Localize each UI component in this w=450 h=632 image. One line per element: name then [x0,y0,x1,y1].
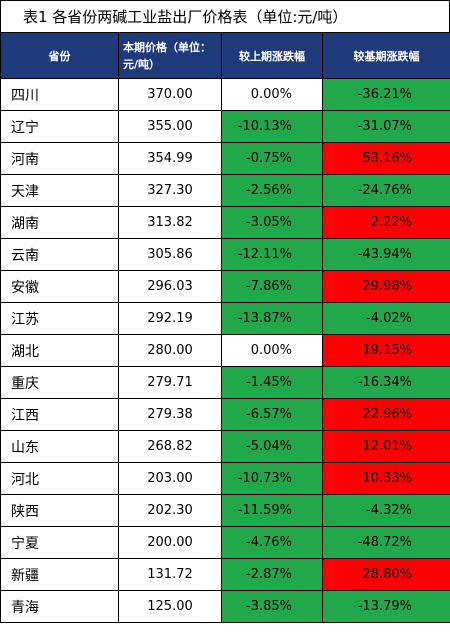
prev-change-cell: 0.00% [221,78,323,111]
table-row: 湖南 313.82 -3.05% 2.22% [0,206,450,239]
prev-change-cell: 0.00% [221,334,323,367]
base-change-cell: -13.79% [322,590,450,623]
table-row: 河南 354.99 -0.75% 53.16% [0,142,450,175]
base-change-cell: -24.76% [322,174,450,207]
price-cell: 327.30 [118,174,222,207]
base-change-cell: 19.15% [322,334,450,367]
table-row: 云南 305.86 -12.11% -43.94% [0,238,450,271]
province-cell: 云南 [0,238,119,271]
header-province: 省份 [0,32,119,79]
prev-change-cell: -1.45% [221,366,323,399]
table-row: 天津 327.30 -2.56% -24.76% [0,174,450,207]
base-change-cell: 22.96% [322,398,450,431]
price-cell: 279.71 [118,366,222,399]
table-row: 陕西 202.30 -11.59% -4.32% [0,494,450,527]
header-base-change: 较基期涨跌幅 [322,32,450,79]
base-change-cell: -36.21% [322,78,450,111]
prev-change-cell: -2.56% [221,174,323,207]
base-change-cell: -48.72% [322,526,450,559]
prev-change-cell: -10.13% [221,110,323,143]
header-row: 省份 本期价格（单位：元/吨） 较上期涨跌幅 较基期涨跌幅 [0,32,450,79]
base-change-cell: -43.94% [322,238,450,271]
table-row: 江西 279.38 -6.57% 22.96% [0,398,450,431]
province-cell: 辽宁 [0,110,119,143]
table-header: 省份 本期价格（单位：元/吨） 较上期涨跌幅 较基期涨跌幅 [0,32,450,79]
table-row: 辽宁 355.00 -10.13% -31.07% [0,110,450,143]
prev-change-cell: -7.86% [221,270,323,303]
prev-change-cell: -3.05% [221,206,323,239]
header-price: 本期价格（单位：元/吨） [118,32,222,79]
province-cell: 山东 [0,430,119,463]
price-cell: 313.82 [118,206,222,239]
price-cell: 203.00 [118,462,222,495]
table-row: 宁夏 200.00 -4.76% -48.72% [0,526,450,559]
table-row: 青海 125.00 -3.85% -13.79% [0,590,450,623]
price-cell: 131.72 [118,558,222,591]
table-row: 安徽 296.03 -7.86% 29.98% [0,270,450,303]
price-cell: 296.03 [118,270,222,303]
prev-change-cell: -2.87% [221,558,323,591]
province-cell: 湖南 [0,206,119,239]
base-change-cell: 53.16% [322,142,450,175]
prev-change-cell: -0.75% [221,142,323,175]
prev-change-cell: -12.11% [221,238,323,271]
table-title: 表1 各省份两碱工业盐出厂价格表（单位:元/吨） [0,0,450,32]
prev-change-cell: -6.57% [221,398,323,431]
table-body: 四川 370.00 0.00% -36.21% 辽宁 355.00 -10.13% -31.0… [0,78,450,623]
province-cell: 湖北 [0,334,119,367]
table-row: 重庆 279.71 -1.45% -16.34% [0,366,450,399]
province-cell: 重庆 [0,366,119,399]
price-table: 省份 本期价格（单位：元/吨） 较上期涨跌幅 较基期涨跌幅 四川 370.00 0.… [0,32,450,623]
price-cell: 279.38 [118,398,222,431]
province-cell: 安徽 [0,270,119,303]
price-cell: 292.19 [118,302,222,335]
base-change-cell: -4.32% [322,494,450,527]
base-change-cell: 10.33% [322,462,450,495]
price-cell: 305.86 [118,238,222,271]
province-cell: 青海 [0,590,119,623]
base-change-cell: 28.80% [322,558,450,591]
province-cell: 江苏 [0,302,119,335]
price-cell: 200.00 [118,526,222,559]
price-cell: 354.99 [118,142,222,175]
province-cell: 陕西 [0,494,119,527]
province-cell: 新疆 [0,558,119,591]
table-row: 四川 370.00 0.00% -36.21% [0,78,450,111]
table-row: 江苏 292.19 -13.87% -4.02% [0,302,450,335]
base-change-cell: -16.34% [322,366,450,399]
province-cell: 宁夏 [0,526,119,559]
prev-change-cell: -13.87% [221,302,323,335]
base-change-cell: 29.98% [322,270,450,303]
prev-change-cell: -4.76% [221,526,323,559]
price-cell: 280.00 [118,334,222,367]
price-cell: 355.00 [118,110,222,143]
base-change-cell: 12.01% [322,430,450,463]
header-prev-change: 较上期涨跌幅 [221,32,323,79]
price-cell: 202.30 [118,494,222,527]
table-row: 新疆 131.72 -2.87% 28.80% [0,558,450,591]
base-change-cell: -4.02% [322,302,450,335]
prev-change-cell: -3.85% [221,590,323,623]
province-cell: 江西 [0,398,119,431]
prev-change-cell: -10.73% [221,462,323,495]
prev-change-cell: -5.04% [221,430,323,463]
province-cell: 河南 [0,142,119,175]
prev-change-cell: -11.59% [221,494,323,527]
price-cell: 125.00 [118,590,222,623]
base-change-cell: -31.07% [322,110,450,143]
province-cell: 四川 [0,78,119,111]
price-cell: 268.82 [118,430,222,463]
province-cell: 天津 [0,174,119,207]
price-cell: 370.00 [118,78,222,111]
table-row: 河北 203.00 -10.73% 10.33% [0,462,450,495]
table-row: 山东 268.82 -5.04% 12.01% [0,430,450,463]
base-change-cell: 2.22% [322,206,450,239]
table-row: 湖北 280.00 0.00% 19.15% [0,334,450,367]
province-cell: 河北 [0,462,119,495]
